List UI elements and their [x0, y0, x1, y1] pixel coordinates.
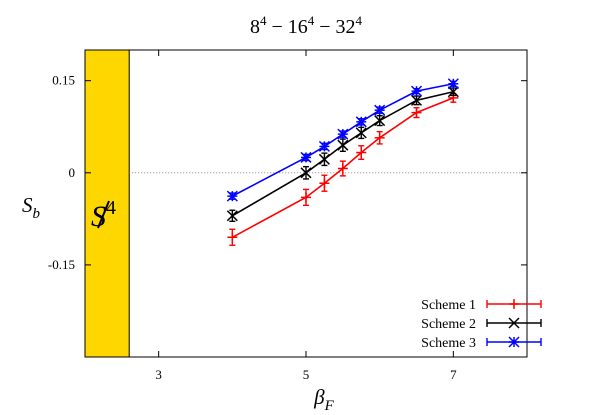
x-axis-label: βF	[313, 385, 334, 414]
y-axis-label: Sb	[22, 193, 41, 222]
series-1-line	[231, 97, 454, 238]
data-point-d2	[226, 190, 238, 202]
title-exp-1: 4	[260, 13, 267, 28]
legend-label-3: Scheme 3	[421, 336, 476, 351]
x-tick-label: 5	[303, 367, 310, 382]
title-sep-1: −	[266, 16, 287, 38]
legend-label-1: Scheme 1	[421, 298, 476, 313]
title-base-2: 16	[288, 16, 308, 38]
y-axis-ticks: 0.15 0 -0.15	[48, 73, 527, 272]
legend: Scheme 1 Scheme 2 Scheme 3	[421, 298, 542, 351]
x-tick-label: 7	[450, 367, 457, 382]
data-point-d2	[447, 78, 459, 90]
series-3-line	[231, 82, 454, 197]
data-point-d2	[337, 139, 349, 151]
data-point-d2	[410, 85, 423, 97]
data-point-d2	[337, 128, 349, 140]
chart-title: 84 − 164 − 324	[250, 13, 363, 38]
title-base-1: 8	[250, 16, 260, 38]
y-tick-label: -0.15	[48, 257, 75, 272]
title-sep-2: −	[314, 16, 335, 38]
data-point-d2	[226, 210, 238, 222]
x-label-sub: F	[324, 398, 335, 414]
legend-marker-d2	[508, 317, 520, 329]
series-1	[227, 92, 459, 246]
legend-marker-d2	[508, 336, 520, 348]
data-point-d2	[300, 167, 312, 179]
title-exp-2: 4	[308, 13, 315, 28]
y-label-main: S	[22, 193, 33, 217]
title-base-3: 32	[336, 16, 356, 38]
legend-label-2: Scheme 2	[421, 317, 476, 332]
series-group	[226, 78, 459, 246]
svg-text:S4: S4	[91, 197, 116, 233]
series-3	[226, 78, 459, 202]
data-point-d2	[447, 86, 459, 98]
y-label-sub: b	[33, 206, 41, 222]
y-tick-label: 0.15	[52, 73, 75, 88]
x-label-main: β	[313, 385, 325, 409]
x-tick-label: 3	[155, 367, 162, 382]
data-point-d2	[374, 115, 386, 127]
data-point-d2	[374, 104, 386, 116]
region-label-sup: 4	[106, 197, 116, 219]
data-point-d2	[355, 127, 367, 139]
data-point-d2	[318, 153, 330, 165]
data-point-d2	[300, 151, 312, 163]
y-tick-label: 0	[69, 165, 76, 180]
region-label-slash	[97, 200, 110, 229]
series-2	[226, 86, 459, 223]
data-point-d2	[410, 94, 423, 106]
data-point-d2	[318, 140, 330, 152]
s4-region-label: S4	[91, 197, 116, 233]
region-label-main: S	[91, 200, 106, 233]
title-exp-3: 4	[356, 13, 363, 28]
data-point-d2	[355, 116, 367, 128]
x-axis-ticks: 3 5 7	[155, 50, 457, 382]
